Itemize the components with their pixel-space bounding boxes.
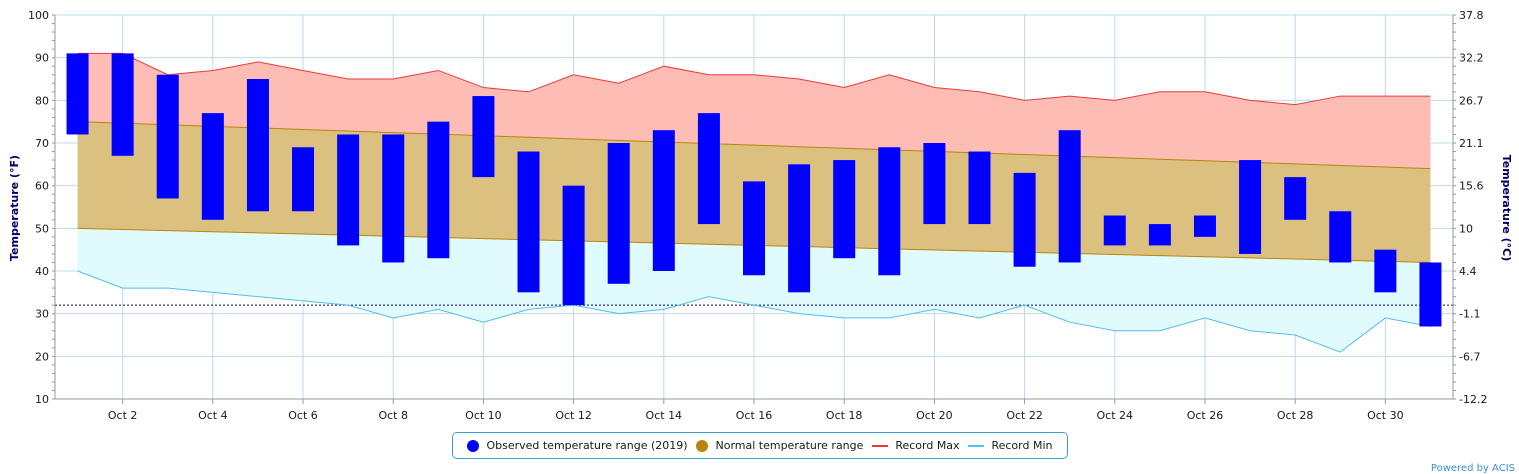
x-tick-label: Oct 26 <box>1187 409 1224 422</box>
x-tick-label: Oct 18 <box>826 409 863 422</box>
x-tick-label: Oct 6 <box>288 409 318 422</box>
observed-bar <box>292 147 315 212</box>
observed-bar <box>1193 215 1216 237</box>
observed-bars <box>66 53 1442 327</box>
y-right-tick-label: -6.7 <box>1459 350 1480 363</box>
record-min-line <box>77 270 1431 353</box>
record-lines <box>55 52 1453 353</box>
observed-bar <box>382 134 405 263</box>
observed-bar <box>833 160 856 259</box>
legend-observed-label: Observed temperature range (2019) <box>486 439 688 452</box>
observed-bar <box>1058 130 1081 263</box>
legend-record-min-label: Record Min <box>991 439 1053 452</box>
y-axis-right-title: Temperature (°C) <box>1500 155 1513 262</box>
observed-bar <box>788 164 811 293</box>
observed-bar <box>111 53 134 156</box>
y-left-tick-label: 100 <box>28 9 49 22</box>
y-left-tick-label: 30 <box>35 308 49 321</box>
y-right-tick-label: 10 <box>1459 222 1473 235</box>
x-tick-label: Oct 8 <box>378 409 408 422</box>
observed-bar <box>1374 249 1397 293</box>
x-tick-label: Oct 16 <box>736 409 773 422</box>
y-right-tick-label: 21.1 <box>1459 137 1484 150</box>
y-left-tick-label: 90 <box>35 52 49 65</box>
observed-bar <box>652 130 675 271</box>
y-left-tick-label: 20 <box>35 350 49 363</box>
x-tick-label: Oct 20 <box>916 409 953 422</box>
y-right-tick-label: 4.4 <box>1459 265 1477 278</box>
normal-high-line <box>77 121 1431 170</box>
legend-observed-icon <box>467 439 480 452</box>
observed-bar <box>562 185 585 306</box>
x-tick-label: Oct 22 <box>1006 409 1043 422</box>
legend-normal-label: Normal temperature range <box>715 439 864 452</box>
record-max-line <box>77 52 1431 106</box>
observed-bar <box>1419 262 1442 327</box>
x-tick-label: Oct 30 <box>1367 409 1404 422</box>
observed-bar <box>1284 177 1307 220</box>
observed-bar <box>1013 172 1036 267</box>
observed-bar <box>66 53 89 135</box>
observed-bar <box>1239 160 1262 254</box>
y-left-tick-label: 10 <box>35 393 49 406</box>
legend-record-min-icon <box>968 444 985 447</box>
y-right-tick-label: 32.2 <box>1459 52 1484 65</box>
observed-bar <box>1103 215 1126 246</box>
observed-bar <box>697 113 720 225</box>
axes: 10 -12.2 20 -6.7 30 -1.1 40 4.4 50 10 60 15.6 70 21.1… <box>28 9 1487 422</box>
observed-bar <box>337 134 360 246</box>
y-right-tick-label: 26.7 <box>1459 94 1484 107</box>
x-tick-label: Oct 4 <box>198 409 228 422</box>
legend-item-record-max[interactable]: Record Max <box>872 439 960 452</box>
legend-item-record-min[interactable]: Record Min <box>968 439 1053 452</box>
observed-bar <box>968 151 991 225</box>
y-left-tick-label: 40 <box>35 265 49 278</box>
legend-record-max-label: Record Max <box>895 439 960 452</box>
credit-link[interactable]: Powered by ACIS <box>1430 463 1515 474</box>
observed-bar <box>923 143 946 225</box>
y-left-tick-label: 80 <box>35 94 49 107</box>
y-axis-left-title: Temperature (°F) <box>8 155 21 261</box>
x-tick-label: Oct 24 <box>1097 409 1134 422</box>
y-right-tick-label: -12.2 <box>1459 393 1487 406</box>
observed-bar <box>607 143 630 284</box>
y-left-tick-label: 50 <box>35 222 49 235</box>
y-left-tick-label: 70 <box>35 137 49 150</box>
observed-bar <box>743 181 765 276</box>
observed-bar <box>1329 211 1352 263</box>
y-left-tick-label: 60 <box>35 180 49 193</box>
legend-item-observed[interactable]: Observed temperature range (2019) <box>467 439 688 452</box>
record-max-area <box>77 53 1431 169</box>
observed-bar <box>878 147 901 276</box>
observed-bar <box>427 121 450 259</box>
x-tick-label: Oct 14 <box>646 409 683 422</box>
y-right-tick-label: -1.1 <box>1459 308 1480 321</box>
observed-bar <box>201 113 224 220</box>
observed-bar <box>156 74 179 199</box>
observed-bar <box>472 96 495 178</box>
legend-normal-icon <box>696 439 709 452</box>
x-tick-label: Oct 2 <box>108 409 138 422</box>
observed-bar <box>246 79 269 212</box>
record-min-area <box>77 228 1431 353</box>
legend: Observed temperature range (2019) Normal… <box>452 432 1068 459</box>
y-right-tick-label: 15.6 <box>1459 180 1484 193</box>
observed-bar <box>1148 224 1171 246</box>
y-right-tick-label: 37.8 <box>1459 9 1484 22</box>
observed-bar <box>517 151 540 293</box>
x-tick-label: Oct 10 <box>465 409 502 422</box>
legend-record-max-icon <box>872 444 889 447</box>
x-tick-label: Oct 28 <box>1277 409 1314 422</box>
x-tick-label: Oct 12 <box>555 409 592 422</box>
legend-item-normal[interactable]: Normal temperature range <box>696 439 863 452</box>
